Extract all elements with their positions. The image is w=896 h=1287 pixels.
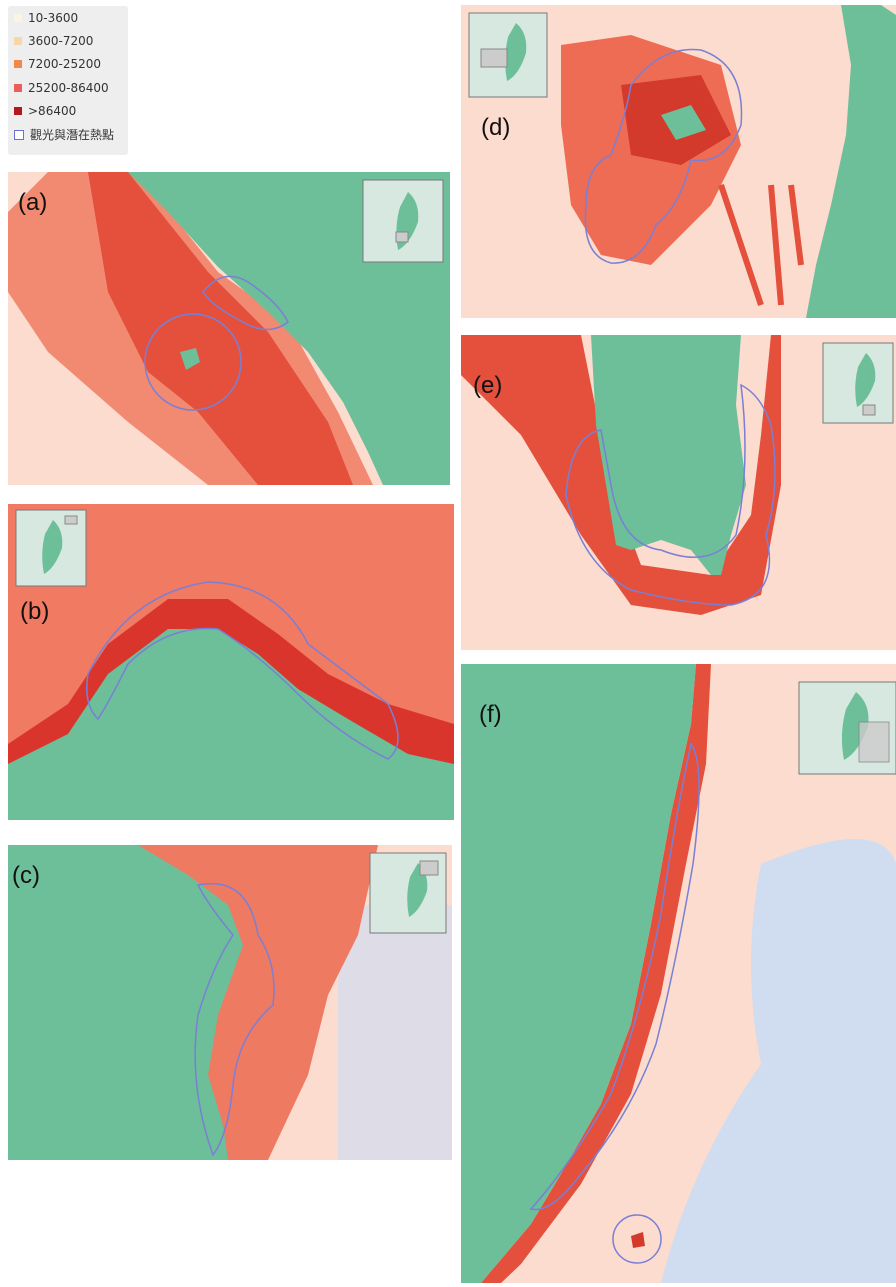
legend-swatch	[14, 37, 22, 45]
map-panel-c: (c)	[8, 845, 452, 1160]
legend-label: >86400	[28, 104, 76, 118]
legend-swatch	[14, 84, 22, 92]
legend: 10-3600 3600-7200 7200-25200 25200-86400 >86…	[8, 6, 128, 155]
map-panel-f: (f)	[461, 664, 896, 1283]
legend-label: 3600-7200	[28, 34, 93, 48]
inset-extent	[481, 49, 507, 67]
legend-swatch	[14, 130, 24, 140]
panel-label: (e)	[473, 372, 502, 399]
legend-item: 3600-7200	[8, 29, 128, 52]
legend-swatch	[14, 107, 22, 115]
map-panel-b: (b)	[8, 504, 454, 820]
inset-extent	[420, 861, 438, 875]
land	[8, 845, 243, 1160]
legend-item: 25200-86400	[8, 76, 128, 99]
legend-label: 7200-25200	[28, 57, 101, 71]
open-sea	[338, 905, 452, 1160]
legend-item: 10-3600	[8, 6, 128, 29]
panel-label: (d)	[481, 114, 510, 141]
map-panel-d: (d)	[461, 5, 896, 318]
inset-extent	[65, 516, 77, 524]
legend-item: >86400	[8, 100, 128, 123]
panel-label: (b)	[20, 598, 49, 625]
inset-extent	[859, 722, 889, 762]
page: 10-3600 3600-7200 7200-25200 25200-86400 >86…	[0, 0, 896, 1287]
inset-extent	[863, 405, 875, 415]
legend-label: 25200-86400	[28, 81, 109, 95]
inset-extent	[396, 232, 408, 242]
legend-swatch	[14, 14, 22, 22]
legend-label: 10-3600	[28, 11, 78, 25]
legend-item: 觀光與潛在熱點	[8, 123, 128, 146]
map-panel-a: (a)	[8, 172, 450, 485]
panel-label: (f)	[479, 701, 502, 728]
legend-label: 觀光與潛在熱點	[30, 126, 114, 143]
legend-swatch	[14, 60, 22, 68]
legend-item: 7200-25200	[8, 53, 128, 76]
panel-label: (c)	[12, 862, 40, 889]
map-panel-e: (e)	[461, 335, 896, 650]
panel-label: (a)	[18, 189, 47, 216]
